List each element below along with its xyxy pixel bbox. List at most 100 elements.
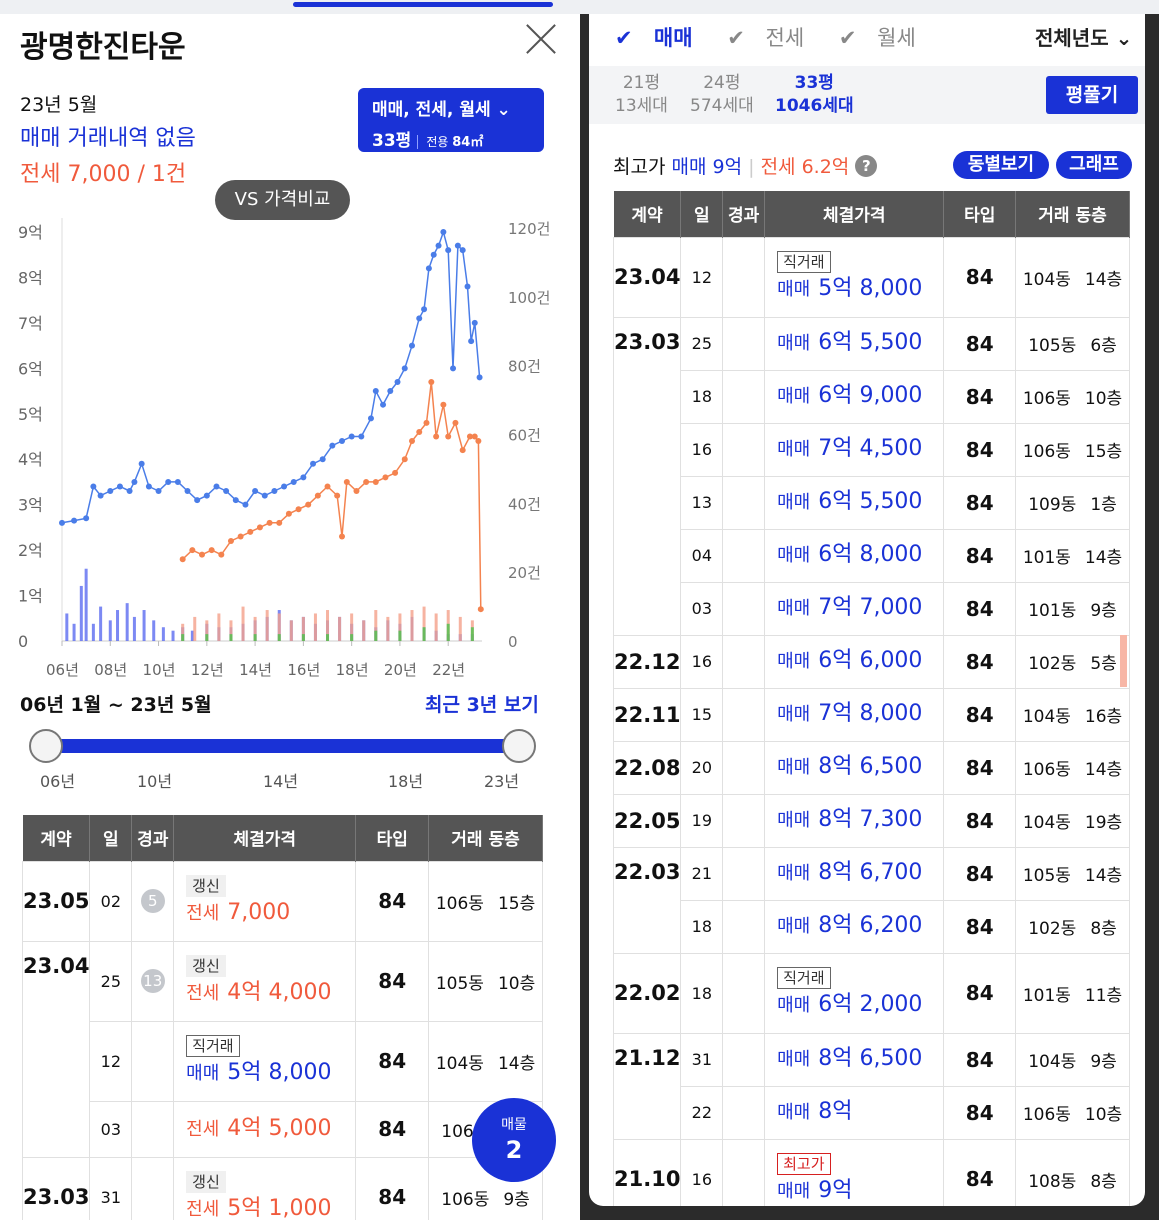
jeonse-series-point bbox=[285, 510, 292, 517]
listings-fab-button[interactable]: 매물 2 bbox=[472, 1098, 556, 1182]
range-label: 06년 1월 ~ 23년 5월 bbox=[20, 694, 212, 716]
col-header[interactable]: 경과 bbox=[131, 815, 175, 861]
filter-dropdown[interactable]: 매매, 전세, 월세 ⌄ 33평 전용 84㎡ bbox=[358, 88, 544, 152]
sale-series-point bbox=[90, 483, 97, 490]
volume-bar-monthly bbox=[470, 627, 474, 641]
close-icon[interactable] bbox=[526, 24, 556, 54]
col-header[interactable]: 체결가격 bbox=[764, 191, 945, 237]
jeonse-series-point bbox=[428, 378, 435, 385]
size-option[interactable]: 24평 574세대 bbox=[690, 72, 754, 118]
sale-series-point bbox=[83, 515, 90, 522]
table-row[interactable]: 22.03 21 매매 8억 6,700 84 105동 14층 bbox=[612, 846, 1130, 954]
tab-jeonse[interactable]: ✔ 전세 bbox=[727, 26, 818, 50]
dong-view-button[interactable]: 동별보기 bbox=[953, 151, 1049, 179]
size-pyeong: 33평 bbox=[794, 73, 834, 93]
table-row[interactable]: 12 직거래 매매 5억 8,000 84 104동 14층 bbox=[23, 1020, 543, 1102]
deal-kind: 전세 bbox=[186, 982, 220, 1004]
table-row[interactable]: 04 매매 6억 8,000 84 101동 14층 bbox=[614, 528, 1130, 583]
table-row[interactable]: 23.03 25 매매 6억 5,500 84 105동 6층 bbox=[612, 316, 1130, 636]
deal-price: 6억 5,500 bbox=[818, 489, 923, 514]
sale-series-point bbox=[155, 488, 162, 495]
tab-monthly[interactable]: ✔ 월세 bbox=[839, 26, 930, 50]
sale-series-point bbox=[409, 342, 415, 349]
sale-series-point bbox=[252, 488, 259, 495]
volume-bar-jeonse bbox=[229, 620, 233, 641]
col-header[interactable]: 거래 동층 bbox=[1015, 191, 1130, 237]
recent-3y-link[interactable]: 최근 3년 보기 bbox=[425, 694, 539, 716]
y-left-tick: 0 bbox=[18, 632, 28, 651]
jeonse-series-point bbox=[416, 428, 423, 435]
scrollbar[interactable] bbox=[1120, 635, 1127, 687]
x-tick: 12년 bbox=[191, 661, 224, 679]
table-row[interactable]: 22.02 18 직거래 매매 6억 2,000 84 101동 11층 bbox=[612, 952, 1130, 1034]
deal-kind: 매매 bbox=[777, 545, 811, 566]
slider-start-handle[interactable] bbox=[29, 729, 63, 763]
deal-price: 6억 5,500 bbox=[818, 330, 923, 355]
contract-day: 20 bbox=[680, 740, 724, 795]
sale-series-point bbox=[380, 401, 387, 408]
deal-floor: 9층 bbox=[1090, 601, 1117, 621]
contract-month: 21.12 bbox=[612, 1032, 682, 1140]
pyeong-expand-button[interactable]: 평풀기 bbox=[1046, 76, 1138, 114]
table-row[interactable]: 03 매매 7억 7,000 84 101동 9층 bbox=[614, 581, 1130, 636]
table-row[interactable]: 18 매매 8억 6,200 84 102동 8층 bbox=[614, 899, 1130, 954]
deal-kind: 매매 bbox=[777, 278, 811, 300]
contract-day: 18 bbox=[680, 952, 724, 1034]
deal-type: 84 bbox=[943, 581, 1017, 636]
table-row[interactable]: 18 매매 6억 9,000 84 106동 10층 bbox=[614, 369, 1130, 424]
size-option[interactable]: 21평 13세대 bbox=[615, 72, 668, 118]
col-header[interactable]: 경과 bbox=[722, 191, 766, 237]
vs-compare-button[interactable]: VS 가격비교 bbox=[215, 180, 350, 220]
table-row[interactable]: 22.12 16 매매 6억 6,000 84 102동 5층 bbox=[612, 634, 1130, 689]
jeonse-series-point bbox=[179, 556, 186, 563]
year-select[interactable]: 전체년도 ⌄ bbox=[1035, 22, 1132, 51]
price-chart: 9억 8억 7억 6억 5억 4억 3억 2억 1억 0 120건 100건 80건 60건 40건 20건 0… bbox=[18, 218, 550, 679]
sale-series-point bbox=[281, 483, 288, 490]
col-header[interactable]: 타입 bbox=[943, 191, 1017, 237]
sale-series-point bbox=[468, 338, 475, 345]
help-icon[interactable]: ? bbox=[855, 155, 878, 177]
table-row[interactable]: 23.05 02 5 갱신 전세 7,000 84 106동 15층 bbox=[21, 860, 543, 942]
graph-button[interactable]: 그래프 bbox=[1056, 151, 1132, 179]
elapsed-cell bbox=[722, 793, 766, 848]
y-right-tick: 60건 bbox=[508, 427, 541, 445]
table-row[interactable]: 23.03 31 갱신 전세 5억 1,000 84 106동 9층 bbox=[21, 1156, 543, 1220]
table-row[interactable]: 22.05 19 매매 8억 7,300 84 104동 19층 bbox=[612, 793, 1130, 848]
col-header[interactable]: 계약 bbox=[22, 815, 91, 861]
volume-bar-jeonse bbox=[253, 616, 257, 641]
volume-bar-sale bbox=[108, 620, 112, 641]
sale-series-point bbox=[300, 474, 307, 481]
deal-kind: 매매 bbox=[777, 439, 811, 460]
table-row[interactable]: 13 매매 6억 5,500 84 109동 1층 bbox=[614, 475, 1130, 530]
deal-type: 84 bbox=[355, 1020, 430, 1102]
col-header[interactable]: 일 bbox=[680, 191, 724, 237]
volume-bar-sale bbox=[91, 623, 95, 641]
deal-price: 6억 6,000 bbox=[818, 648, 923, 673]
table-row[interactable]: 23.04 25 13 갱신 전세 4억 4,000 84 105동 10층 bbox=[21, 940, 543, 1158]
size-option-selected[interactable]: 33평 1046세대 bbox=[775, 72, 854, 118]
col-header[interactable]: 일 bbox=[89, 815, 133, 861]
summary-jeonse: 전세 7,000 / 1건 bbox=[20, 162, 187, 187]
table-row[interactable]: 22.08 20 매매 8억 6,500 84 106동 14층 bbox=[612, 740, 1130, 795]
table-row[interactable]: 21.10 16 최고가 매매 9억 84 108동 8층 bbox=[612, 1138, 1130, 1206]
col-header[interactable]: 거래 동층 bbox=[428, 815, 543, 861]
table-header-row: 계약 일 경과 체결가격 타입 거래 동층 bbox=[613, 191, 1130, 237]
contract-day: 18 bbox=[680, 899, 724, 954]
col-header[interactable]: 체결가격 bbox=[173, 815, 357, 861]
range-slider[interactable] bbox=[44, 739, 520, 753]
deal-type: 84 bbox=[943, 236, 1017, 318]
slider-end-handle[interactable] bbox=[502, 729, 536, 763]
table-row[interactable]: 22 매매 8억 84 106동 10층 bbox=[614, 1085, 1130, 1140]
table-row[interactable]: 21.12 31 매매 8억 6,500 84 104동 9층 bbox=[612, 1032, 1130, 1140]
deal-tag: 직거래 bbox=[186, 1034, 240, 1057]
tab-sale[interactable]: ✔ 매매 bbox=[615, 26, 707, 50]
col-header[interactable]: 계약 bbox=[613, 191, 682, 237]
deal-dong: 106동 bbox=[1022, 389, 1071, 409]
table-row[interactable]: 22.11 15 매매 7억 8,000 84 104동 16층 bbox=[612, 687, 1130, 742]
deal-kind: 전세 bbox=[186, 902, 220, 924]
sale-series-point bbox=[372, 388, 379, 395]
col-header[interactable]: 타입 bbox=[355, 815, 430, 861]
table-row[interactable]: 23.04 12 직거래 매매 5억 8,000 84 104동 14층 bbox=[612, 236, 1130, 318]
table-row[interactable]: 16 매매 7억 4,500 84 106동 15층 bbox=[614, 422, 1130, 477]
